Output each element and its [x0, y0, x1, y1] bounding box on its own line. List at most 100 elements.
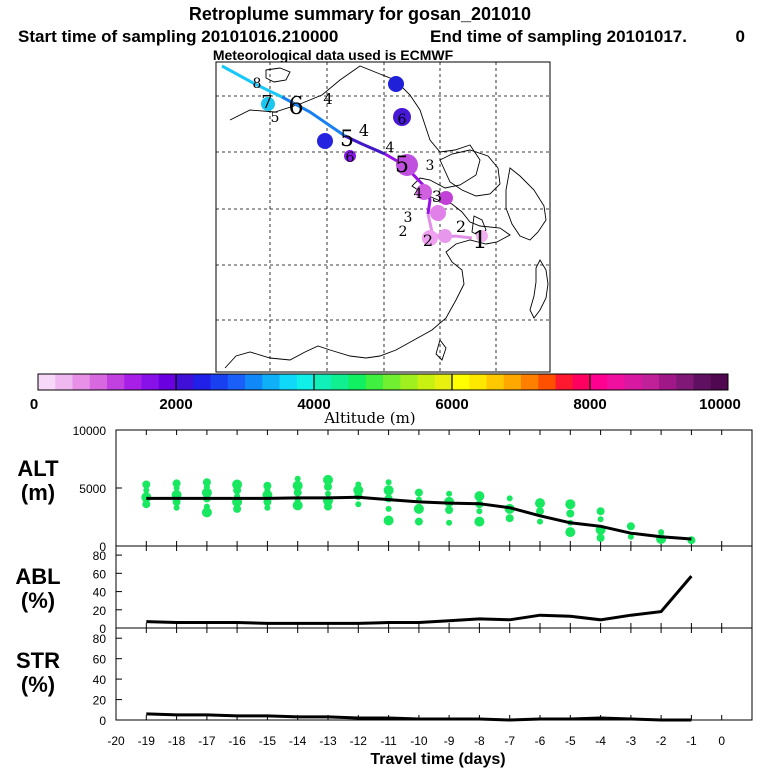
age-label: 4 [323, 90, 333, 108]
x-tick-label: -14 [289, 734, 307, 748]
alt-scatter-point [565, 499, 576, 510]
met-data-label: Meteorological data used is ECMWF [213, 47, 454, 63]
age-label: 6 [288, 92, 303, 120]
alt-panel-units: (m) [21, 480, 55, 505]
x-tick-label: 0 [718, 734, 725, 748]
alt-scatter-point [413, 503, 424, 514]
alt-scatter-point [323, 474, 333, 485]
colorbar-cell [555, 374, 574, 390]
age-label: 3 [404, 210, 413, 226]
x-tick-label: -11 [380, 734, 397, 748]
str-y-tick-label: 60 [93, 653, 107, 667]
colorbar-cell [141, 374, 160, 390]
alt-scatter-point [414, 488, 423, 497]
x-tick-label: -15 [259, 734, 277, 748]
abl-y-tick-label: 0 [99, 622, 106, 636]
alt-scatter-point [385, 505, 392, 512]
x-axis-ticks: -20 -19 -18 -17 -16 -15 -14 -13 -12 -11 -10 -9 -8 -7-… [107, 734, 725, 748]
x-tick-label: -2 [656, 734, 667, 748]
alt-scatter-points [141, 474, 696, 545]
alt-scatter-point [292, 500, 303, 511]
colorbar-cell [676, 374, 694, 390]
x-tick-label: -13 [319, 734, 337, 748]
abl-y-tick-label: 80 [93, 549, 107, 563]
age-label: 2 [423, 231, 433, 250]
map-gridlines [216, 62, 550, 372]
vertical-ticks [115, 430, 723, 720]
alt-panel-frame [115, 429, 753, 547]
alt-median-line [146, 495, 692, 541]
plume-marker [396, 154, 418, 176]
colorbar-cell [659, 374, 677, 390]
alt-scatter-point [383, 485, 394, 496]
age-label: 8 [253, 76, 262, 92]
age-label: 4 [414, 186, 423, 202]
abl-y-ticks: 80 60 40 20 0 [93, 549, 122, 636]
colorbar-cell [38, 374, 56, 390]
alt-scatter-point [626, 522, 635, 531]
alt-scatter-point [294, 475, 301, 482]
colorbar-cell [262, 374, 280, 390]
abl-panel-units: (%) [21, 588, 55, 613]
plume-markers [261, 76, 488, 246]
alt-scatter-point [414, 517, 423, 526]
colorbar-cell [227, 374, 246, 390]
colorbar-cell [124, 374, 142, 390]
colorbar-cell [452, 374, 470, 390]
colorbar-cell [331, 374, 349, 390]
alt-scatter-point [565, 527, 576, 538]
plume-marker [393, 108, 411, 126]
alt-scatter-point [172, 479, 181, 488]
str-y-tick-label: 0 [99, 714, 106, 728]
abl-panel-label: ABL [15, 564, 60, 589]
age-label: 5 [271, 110, 280, 126]
alt-y-tick-label: 0 [99, 540, 106, 554]
alt-scatter-point [506, 495, 513, 502]
colorbar-cell [107, 374, 125, 390]
abl-y-tick-label: 40 [93, 586, 107, 600]
colorbar-cell [710, 374, 729, 390]
colorbar-cell [624, 374, 643, 390]
x-tick-label: -9 [444, 734, 455, 748]
age-labels: 8 7 6 5 4 5 4 6 6 4 5 3 4 3 3 2 2 2 1 [253, 76, 488, 254]
str-y-tick-label: 80 [93, 632, 107, 646]
colorbar-cell [417, 374, 436, 390]
colorbar-cell [176, 374, 194, 390]
alt-scatter-point [355, 501, 362, 508]
colorbar-cell [486, 374, 505, 390]
alt-scatter-point [445, 506, 454, 514]
x-tick-label: -3 [626, 734, 637, 748]
altitude-colorbar: 0 2000 4000 6000 8000 10000 Altitude (m) [30, 373, 741, 427]
colorbar-frame [37, 373, 729, 391]
plume-marker [438, 229, 452, 243]
age-label: 4 [386, 140, 395, 156]
age-label: 7 [261, 92, 272, 113]
abl-panel-frame [115, 545, 753, 629]
alt-scatter-point [353, 485, 364, 496]
str-panel-frame [115, 627, 753, 721]
colorbar-cell [538, 374, 556, 390]
alt-scatter-point [292, 480, 303, 491]
colorbar-tick: 8000 [573, 396, 606, 413]
x-tick-label: -7 [504, 734, 515, 748]
colorbar-cell [245, 374, 263, 390]
alt-y-ticks: 10000 5000 0 [73, 424, 122, 554]
x-tick-label: -10 [410, 734, 428, 748]
alt-scatter-point [233, 504, 242, 513]
colorbar-cell [314, 374, 332, 390]
x-tick-label: -8 [474, 734, 485, 748]
figure-title: Retroplume summary for gosan_201010 [189, 4, 531, 24]
colorbar-tick: 10000 [699, 396, 741, 413]
alt-scatter-point [142, 500, 151, 509]
alt-scatter-point [143, 487, 150, 494]
plume-marker [476, 230, 488, 242]
colorbar-tick: 0 [30, 396, 38, 413]
colorbar-cell [72, 374, 91, 390]
colorbar-cell [348, 374, 367, 390]
trajectory-segment-5 [221, 64, 283, 99]
age-label: 3 [432, 187, 442, 206]
alt-scatter-point [202, 478, 211, 487]
alt-scatter-point [446, 519, 453, 526]
colorbar-tick: 2000 [159, 396, 192, 413]
alt-scatter-point [474, 491, 485, 502]
